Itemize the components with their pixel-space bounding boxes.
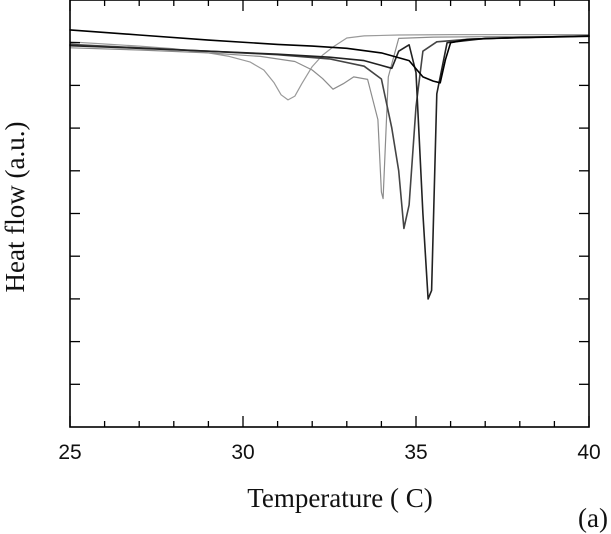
x-axis-title: Temperature ( C) — [247, 483, 433, 513]
series-line-4 — [69, 35, 590, 300]
y-axis-title: Heat flow (a.u.) — [0, 122, 30, 293]
plot-frame — [69, 0, 590, 428]
x-axis-tick-labels: 25 30 35 40 — [58, 441, 600, 464]
series-line-2 — [69, 35, 590, 200]
series-line-1 — [69, 34, 590, 101]
y-axis-ticks — [70, 42, 589, 385]
panel-label: (a) — [578, 503, 608, 533]
x-tick-label: 40 — [577, 441, 600, 464]
series-curves — [69, 29, 590, 300]
series-line-3 — [69, 35, 590, 230]
x-tick-label: 30 — [231, 441, 254, 464]
x-tick-label: 35 — [404, 441, 427, 464]
x-tick-label: 25 — [58, 441, 81, 464]
series-line-5 — [69, 29, 590, 84]
x-axis-ticks — [69, 0, 590, 427]
